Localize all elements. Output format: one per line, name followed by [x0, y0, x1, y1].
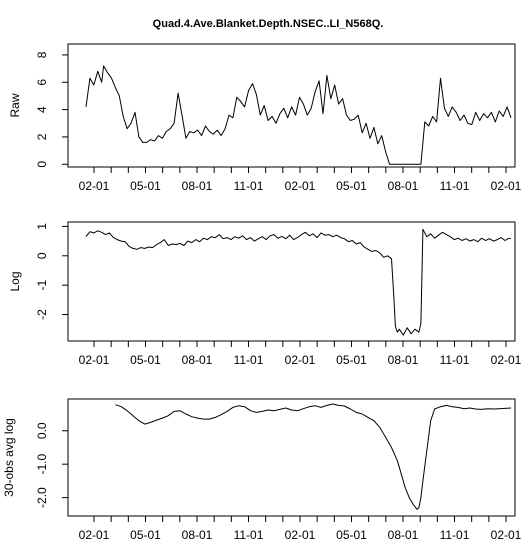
x-tick-label: 02-01: [491, 528, 522, 542]
y-tick-label: 2: [35, 133, 49, 140]
series-line: [85, 228, 512, 336]
y-axis-label: 30-obs avg log: [2, 418, 16, 497]
x-tick-label: 08-01: [388, 528, 419, 542]
x-tick-label: 05-01: [130, 353, 161, 367]
y-tick-label: 8: [35, 51, 49, 58]
x-tick-label: 11-01: [440, 179, 470, 193]
y-tick-label: 0.0: [35, 422, 49, 439]
panel-2: -2 -1 0 1 02-01 05-01 08-01 11-01 02-01 05-01 08-0…: [8, 221, 522, 367]
x-tick-label: 02-01: [79, 353, 110, 367]
x-tick-label: 02-01: [79, 528, 110, 542]
x-tick-label: 02-01: [79, 179, 110, 193]
plot-frame: [67, 221, 516, 342]
x-tick-label: 02-01: [285, 353, 316, 367]
plot-frame: [67, 398, 516, 517]
y-tick-label: 4: [35, 106, 49, 113]
chart-title: Quad.4.Ave.Blanket.Depth.NSEC..LI_N568Q.: [153, 18, 384, 30]
x-tick-label: 05-01: [130, 179, 161, 193]
x-tick-label: 05-01: [336, 353, 367, 367]
x-tick-label: 11-01: [234, 179, 264, 193]
x-tick-label: 05-01: [336, 179, 367, 193]
x-tick-label: 05-01: [130, 528, 161, 542]
x-tick-label: 02-01: [285, 179, 316, 193]
y-tick-label: -2.0: [35, 487, 49, 508]
x-tick-label: 02-01: [491, 179, 522, 193]
panel-3: -2.0 -1.0 0.0 02-01 05-01 08-01 11-01 02-01 05-0…: [2, 398, 522, 542]
x-tick-label: 11-01: [440, 528, 470, 542]
x-tick-label: 08-01: [182, 528, 213, 542]
x-tick-label: 08-01: [388, 353, 419, 367]
x-tick-label: 11-01: [234, 353, 264, 367]
x-tick-label: 11-01: [440, 353, 470, 367]
y-tick-label: 0: [35, 252, 49, 259]
y-axis-label: Log: [8, 271, 22, 291]
x-tick-label: 08-01: [388, 179, 419, 193]
y-axis-label: Raw: [8, 93, 22, 117]
x-tick-label: 08-01: [182, 353, 213, 367]
y-tick-label: -1: [35, 280, 49, 291]
series-line: [85, 65, 512, 165]
y-tick-label: 6: [35, 79, 49, 86]
panels: 0 2 4 6 8 02-01 05-01 08-01 11-01 02-01 05-01 08-01…: [2, 43, 522, 542]
panel-1: 0 2 4 6 8 02-01 05-01 08-01 11-01 02-01 05-01 08-01…: [8, 43, 522, 193]
y-tick-label: 0: [35, 161, 49, 168]
y-tick-label: -2: [35, 309, 49, 320]
x-tick-label: 05-01: [336, 528, 367, 542]
x-tick-label: 08-01: [182, 179, 213, 193]
x-tick-label: 02-01: [491, 353, 522, 367]
plot-frame: [67, 43, 516, 168]
x-tick-label: 11-01: [234, 528, 264, 542]
y-tick-label: 1: [35, 223, 49, 230]
series-line: [115, 403, 512, 510]
y-tick-label: -1.0: [35, 454, 49, 475]
x-tick-label: 02-01: [285, 528, 316, 542]
